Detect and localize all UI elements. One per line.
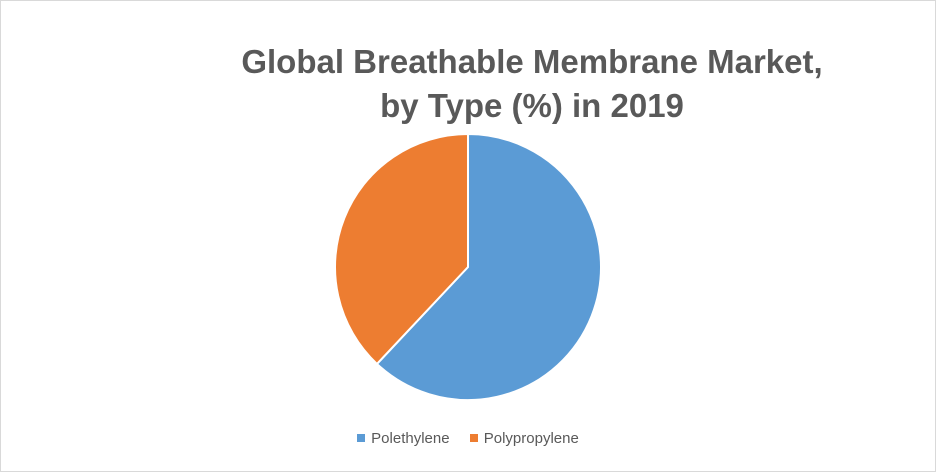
chart-title-line-1: Global Breathable Membrane Market,: [241, 43, 823, 80]
legend-swatch-polypropylene: [469, 434, 478, 442]
pie-slice-polypropylene: [334, 132, 469, 366]
pie-slice-polethylene: [375, 132, 602, 401]
chart-title-line-2: by Type (%) in 2019: [380, 87, 684, 124]
legend-label-polethylene: Polethylene: [371, 430, 450, 447]
legend: Polethylene Polypropylene: [0, 430, 936, 447]
pie-slices: [334, 132, 602, 401]
legend-item-polethylene: Polethylene: [357, 430, 450, 447]
chart-title: Global Breathable Membrane Market, by Ty…: [0, 40, 936, 128]
legend-label-polypropylene: Polypropylene: [483, 430, 579, 447]
legend-swatch-polethylene: [357, 434, 366, 442]
legend-item-polypropylene: Polypropylene: [469, 430, 579, 447]
